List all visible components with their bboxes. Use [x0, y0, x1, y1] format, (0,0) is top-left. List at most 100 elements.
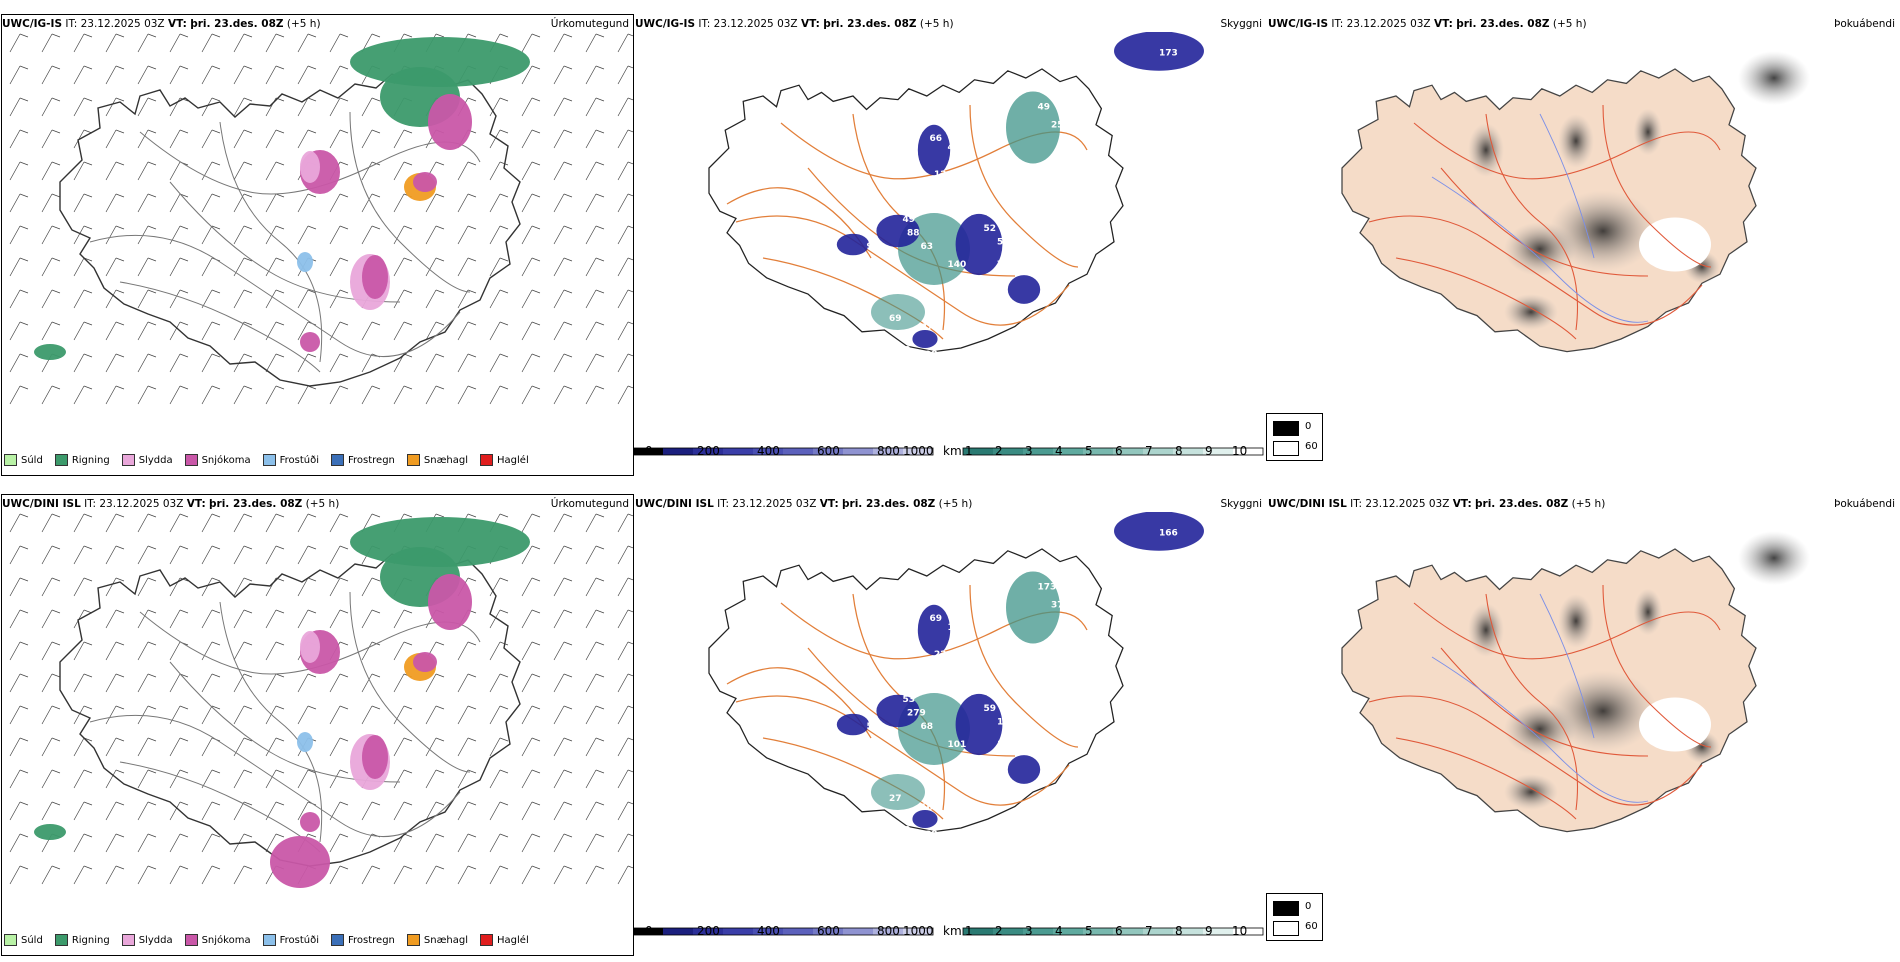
- wind-barb: [41, 257, 61, 277]
- wind-barb: [73, 129, 93, 149]
- wind-barb: [265, 257, 285, 277]
- low-visibility-area: [871, 294, 925, 330]
- wind-barb: [41, 513, 61, 533]
- low-cloud-area: [1114, 512, 1204, 551]
- wind-barb: [489, 193, 509, 213]
- wind-barb: [105, 289, 125, 309]
- wind-barb: [297, 545, 317, 565]
- wind-barb: [41, 545, 61, 565]
- wind-barb: [329, 353, 349, 373]
- wind-barb: [617, 673, 633, 693]
- cloud-base-label: 10: [993, 287, 1006, 297]
- wind-barb: [9, 193, 29, 213]
- wind-barb: [201, 33, 221, 53]
- wind-barb: [617, 801, 633, 821]
- fog-legend-1: 0 60: [1266, 413, 1323, 461]
- wind-barb: [137, 161, 157, 181]
- wind-barb: [9, 833, 29, 853]
- wind-barb: [201, 545, 221, 565]
- vis-tick: 3: [1025, 924, 1033, 938]
- wind-barb: [553, 65, 573, 85]
- wind-barb: [73, 161, 93, 181]
- wind-barb: [553, 545, 573, 565]
- wind-barb: [585, 577, 605, 597]
- cloud-base-label: 68: [903, 767, 916, 777]
- wind-barb: [73, 225, 93, 245]
- wind-barb: [265, 289, 285, 309]
- wind-barb: [105, 769, 125, 789]
- wind-barb: [169, 545, 189, 565]
- wind-barb: [521, 641, 541, 661]
- road-line: [735, 695, 1070, 806]
- wind-barb: [9, 705, 29, 725]
- legend-item-slydda: Slydda: [121, 454, 173, 466]
- wind-barb: [617, 769, 633, 789]
- wind-barb: [201, 705, 221, 725]
- snow-area: [300, 812, 320, 832]
- low-visibility-area: [1006, 571, 1060, 644]
- vt-label: VT:: [186, 498, 206, 510]
- wind-barb: [521, 161, 541, 181]
- wind-barb: [233, 33, 253, 53]
- vis-tick: 5: [1085, 444, 1093, 458]
- wind-barb: [521, 673, 541, 693]
- wind-barb: [553, 225, 573, 245]
- wind-barb: [169, 865, 189, 885]
- wind-barb: [73, 385, 93, 405]
- wind-barb: [393, 161, 413, 181]
- wind-barb: [553, 737, 573, 757]
- panel-header: UWC/DINI ISL IT: 23.12.2025 03Z VT: þri.…: [2, 498, 339, 510]
- wind-barb: [201, 513, 221, 533]
- wind-barb: [265, 161, 285, 181]
- precip-map: [9, 33, 633, 405]
- precip-legend: Súld Rigning Slydda Snjókoma Frostúði Fr…: [4, 454, 529, 466]
- height-tick: 0: [645, 924, 653, 938]
- panel-name: Úrkomutegund: [550, 498, 629, 510]
- wind-barb: [105, 737, 125, 757]
- cloud-base-label: 66: [930, 134, 943, 144]
- wind-barb: [73, 193, 93, 213]
- fog-area: [1633, 588, 1663, 636]
- model-name: UWC/IG-IS: [1268, 18, 1329, 30]
- cloud-base-label: 110: [997, 718, 1016, 728]
- wind-barb: [393, 353, 413, 373]
- fog-area: [1549, 670, 1657, 752]
- wind-barb: [137, 33, 157, 53]
- wind-barb: [617, 865, 633, 885]
- panel-header: UWC/IG-IS IT: 23.12.2025 03Z VT: þri. 23…: [2, 18, 321, 30]
- swatch-icon: [331, 934, 344, 946]
- wind-barb: [457, 865, 477, 885]
- wind-barb: [105, 225, 125, 245]
- wind-barb: [521, 385, 541, 405]
- wind-barb: [73, 737, 93, 757]
- fog-swatch-black: [1273, 901, 1299, 916]
- wind-barb: [425, 705, 445, 725]
- wind-barb: [585, 225, 605, 245]
- wind-barb: [73, 641, 93, 661]
- wind-barb: [201, 609, 221, 629]
- cloud-base-label: 49: [1038, 103, 1051, 113]
- wind-barb: [137, 705, 157, 725]
- legend-item-snaehagl: Snæhagl: [406, 454, 468, 466]
- wind-barb: [617, 545, 633, 565]
- wind-barb: [329, 769, 349, 789]
- wind-barb: [489, 353, 509, 373]
- wind-barb: [521, 321, 541, 341]
- cloud-base-label: 257: [1051, 120, 1070, 130]
- wind-barb: [9, 65, 29, 85]
- vis-tick: 2: [995, 444, 1003, 458]
- wind-barb: [489, 321, 509, 341]
- wind-barb: [41, 33, 61, 53]
- wind-barb: [521, 353, 541, 373]
- wind-barb: [457, 673, 477, 693]
- wind-barb: [553, 769, 573, 789]
- wind-barb: [457, 289, 477, 309]
- cloud-base-label: 63: [921, 242, 934, 252]
- wind-barb: [73, 257, 93, 277]
- wind-barb: [329, 225, 349, 245]
- it-label: IT:: [1331, 18, 1344, 30]
- wind-barb: [329, 545, 349, 565]
- wind-barb: [393, 865, 413, 885]
- wind-barb: [169, 225, 189, 245]
- wind-barb: [521, 865, 541, 885]
